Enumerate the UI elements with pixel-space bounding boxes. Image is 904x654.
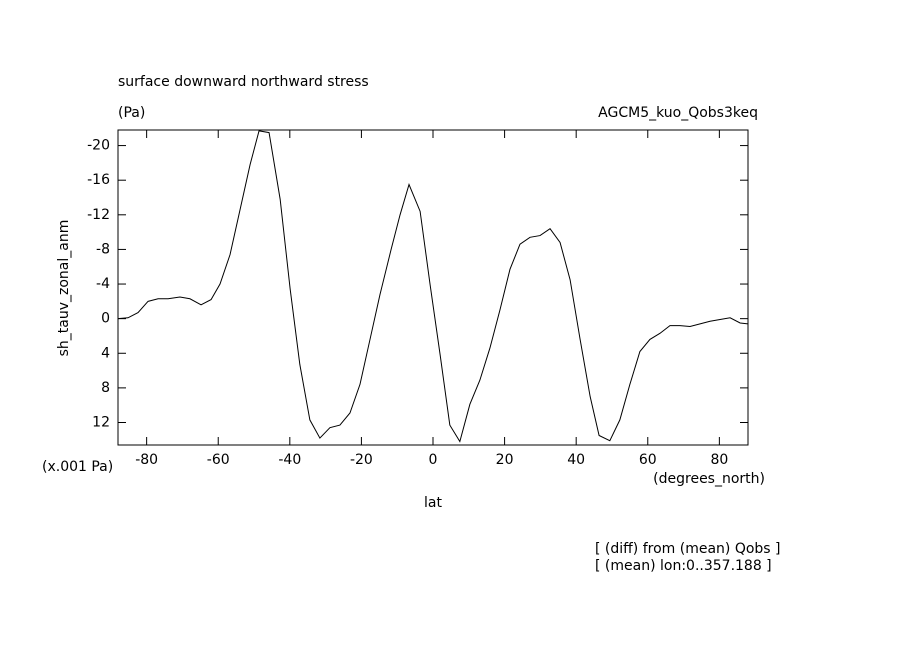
note: [ (diff) from (mean) Qobs ]	[595, 541, 781, 557]
line	[117, 130, 749, 443]
x-tick-label: 60	[639, 452, 657, 468]
note: [ (mean) lon:0..357.188 ]	[595, 558, 772, 574]
x-tick-label: 0	[429, 452, 438, 468]
y-tick-label: -8	[96, 241, 110, 257]
x-units: (degrees_north)	[653, 471, 765, 487]
y-tick-label: -20	[87, 138, 110, 154]
subtitle: AGCM5_kuo_Qobs3keq	[598, 105, 758, 121]
x-tick-label: -80	[135, 452, 158, 468]
x-tick-label: -40	[278, 452, 301, 468]
x-tick-label: 20	[496, 452, 514, 468]
x-tick-label: 80	[710, 452, 728, 468]
x-tick-label: -20	[350, 452, 373, 468]
x-tick-label: -60	[207, 452, 230, 468]
y-tick-label: 0	[101, 311, 110, 327]
chart-title: surface downward northward stress	[118, 74, 369, 90]
units: (Pa)	[118, 105, 145, 121]
x-axis-label: lat	[424, 495, 442, 511]
y-tick-label: 8	[101, 380, 110, 396]
y-tick-label: 12	[92, 415, 110, 431]
y-axis-label: sh_tauv_zonal_anm	[56, 220, 72, 357]
y-tick-label: 4	[101, 345, 110, 361]
y-tick-label: -16	[87, 172, 110, 188]
y-tick-label: -12	[87, 207, 110, 223]
plot-frame	[117, 129, 749, 446]
y-scale-label: (x.001 Pa)	[42, 459, 113, 475]
x-tick-label: 40	[567, 452, 585, 468]
y-tick-label: -4	[96, 276, 110, 292]
